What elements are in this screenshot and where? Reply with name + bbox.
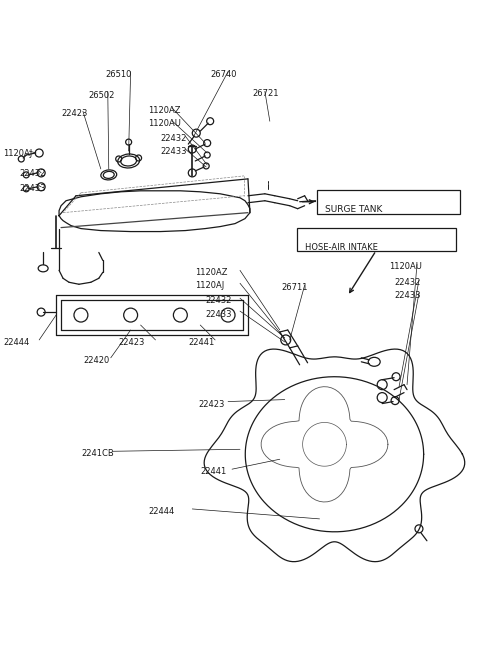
Text: 22432: 22432 bbox=[19, 169, 46, 178]
Text: HOSE-AIR INTAKE: HOSE-AIR INTAKE bbox=[305, 242, 377, 252]
Text: 22423: 22423 bbox=[61, 109, 87, 118]
Text: 22441: 22441 bbox=[200, 467, 227, 476]
Text: 1120AJ: 1120AJ bbox=[195, 281, 225, 290]
Text: 26721: 26721 bbox=[252, 89, 278, 99]
Text: 22432: 22432 bbox=[205, 296, 231, 306]
Text: 2241CB: 2241CB bbox=[81, 449, 114, 459]
Text: 26740: 26740 bbox=[210, 70, 237, 78]
Text: 22423: 22423 bbox=[198, 399, 225, 409]
Text: 26711: 26711 bbox=[282, 283, 308, 292]
Text: 22444: 22444 bbox=[3, 338, 30, 347]
Text: 22423: 22423 bbox=[119, 338, 145, 347]
Text: SURGE TANK: SURGE TANK bbox=[324, 205, 382, 214]
Text: 26510: 26510 bbox=[106, 70, 132, 78]
Text: 22432: 22432 bbox=[394, 279, 420, 287]
Text: 1120AU: 1120AU bbox=[148, 119, 181, 128]
Text: 22420: 22420 bbox=[83, 356, 109, 365]
Text: 22441: 22441 bbox=[188, 338, 215, 347]
Text: 1120AU: 1120AU bbox=[389, 262, 422, 271]
Text: 22444: 22444 bbox=[148, 507, 175, 516]
Text: 22433: 22433 bbox=[394, 291, 420, 300]
Text: 22432: 22432 bbox=[160, 134, 187, 143]
Text: 22433: 22433 bbox=[205, 310, 232, 319]
Text: 26502: 26502 bbox=[89, 91, 115, 101]
Text: 22433: 22433 bbox=[19, 184, 46, 193]
Text: 1120AJ: 1120AJ bbox=[3, 149, 33, 158]
Text: 1120AZ: 1120AZ bbox=[195, 268, 228, 277]
Text: 22433: 22433 bbox=[160, 147, 187, 156]
Text: 1120AZ: 1120AZ bbox=[148, 106, 181, 115]
